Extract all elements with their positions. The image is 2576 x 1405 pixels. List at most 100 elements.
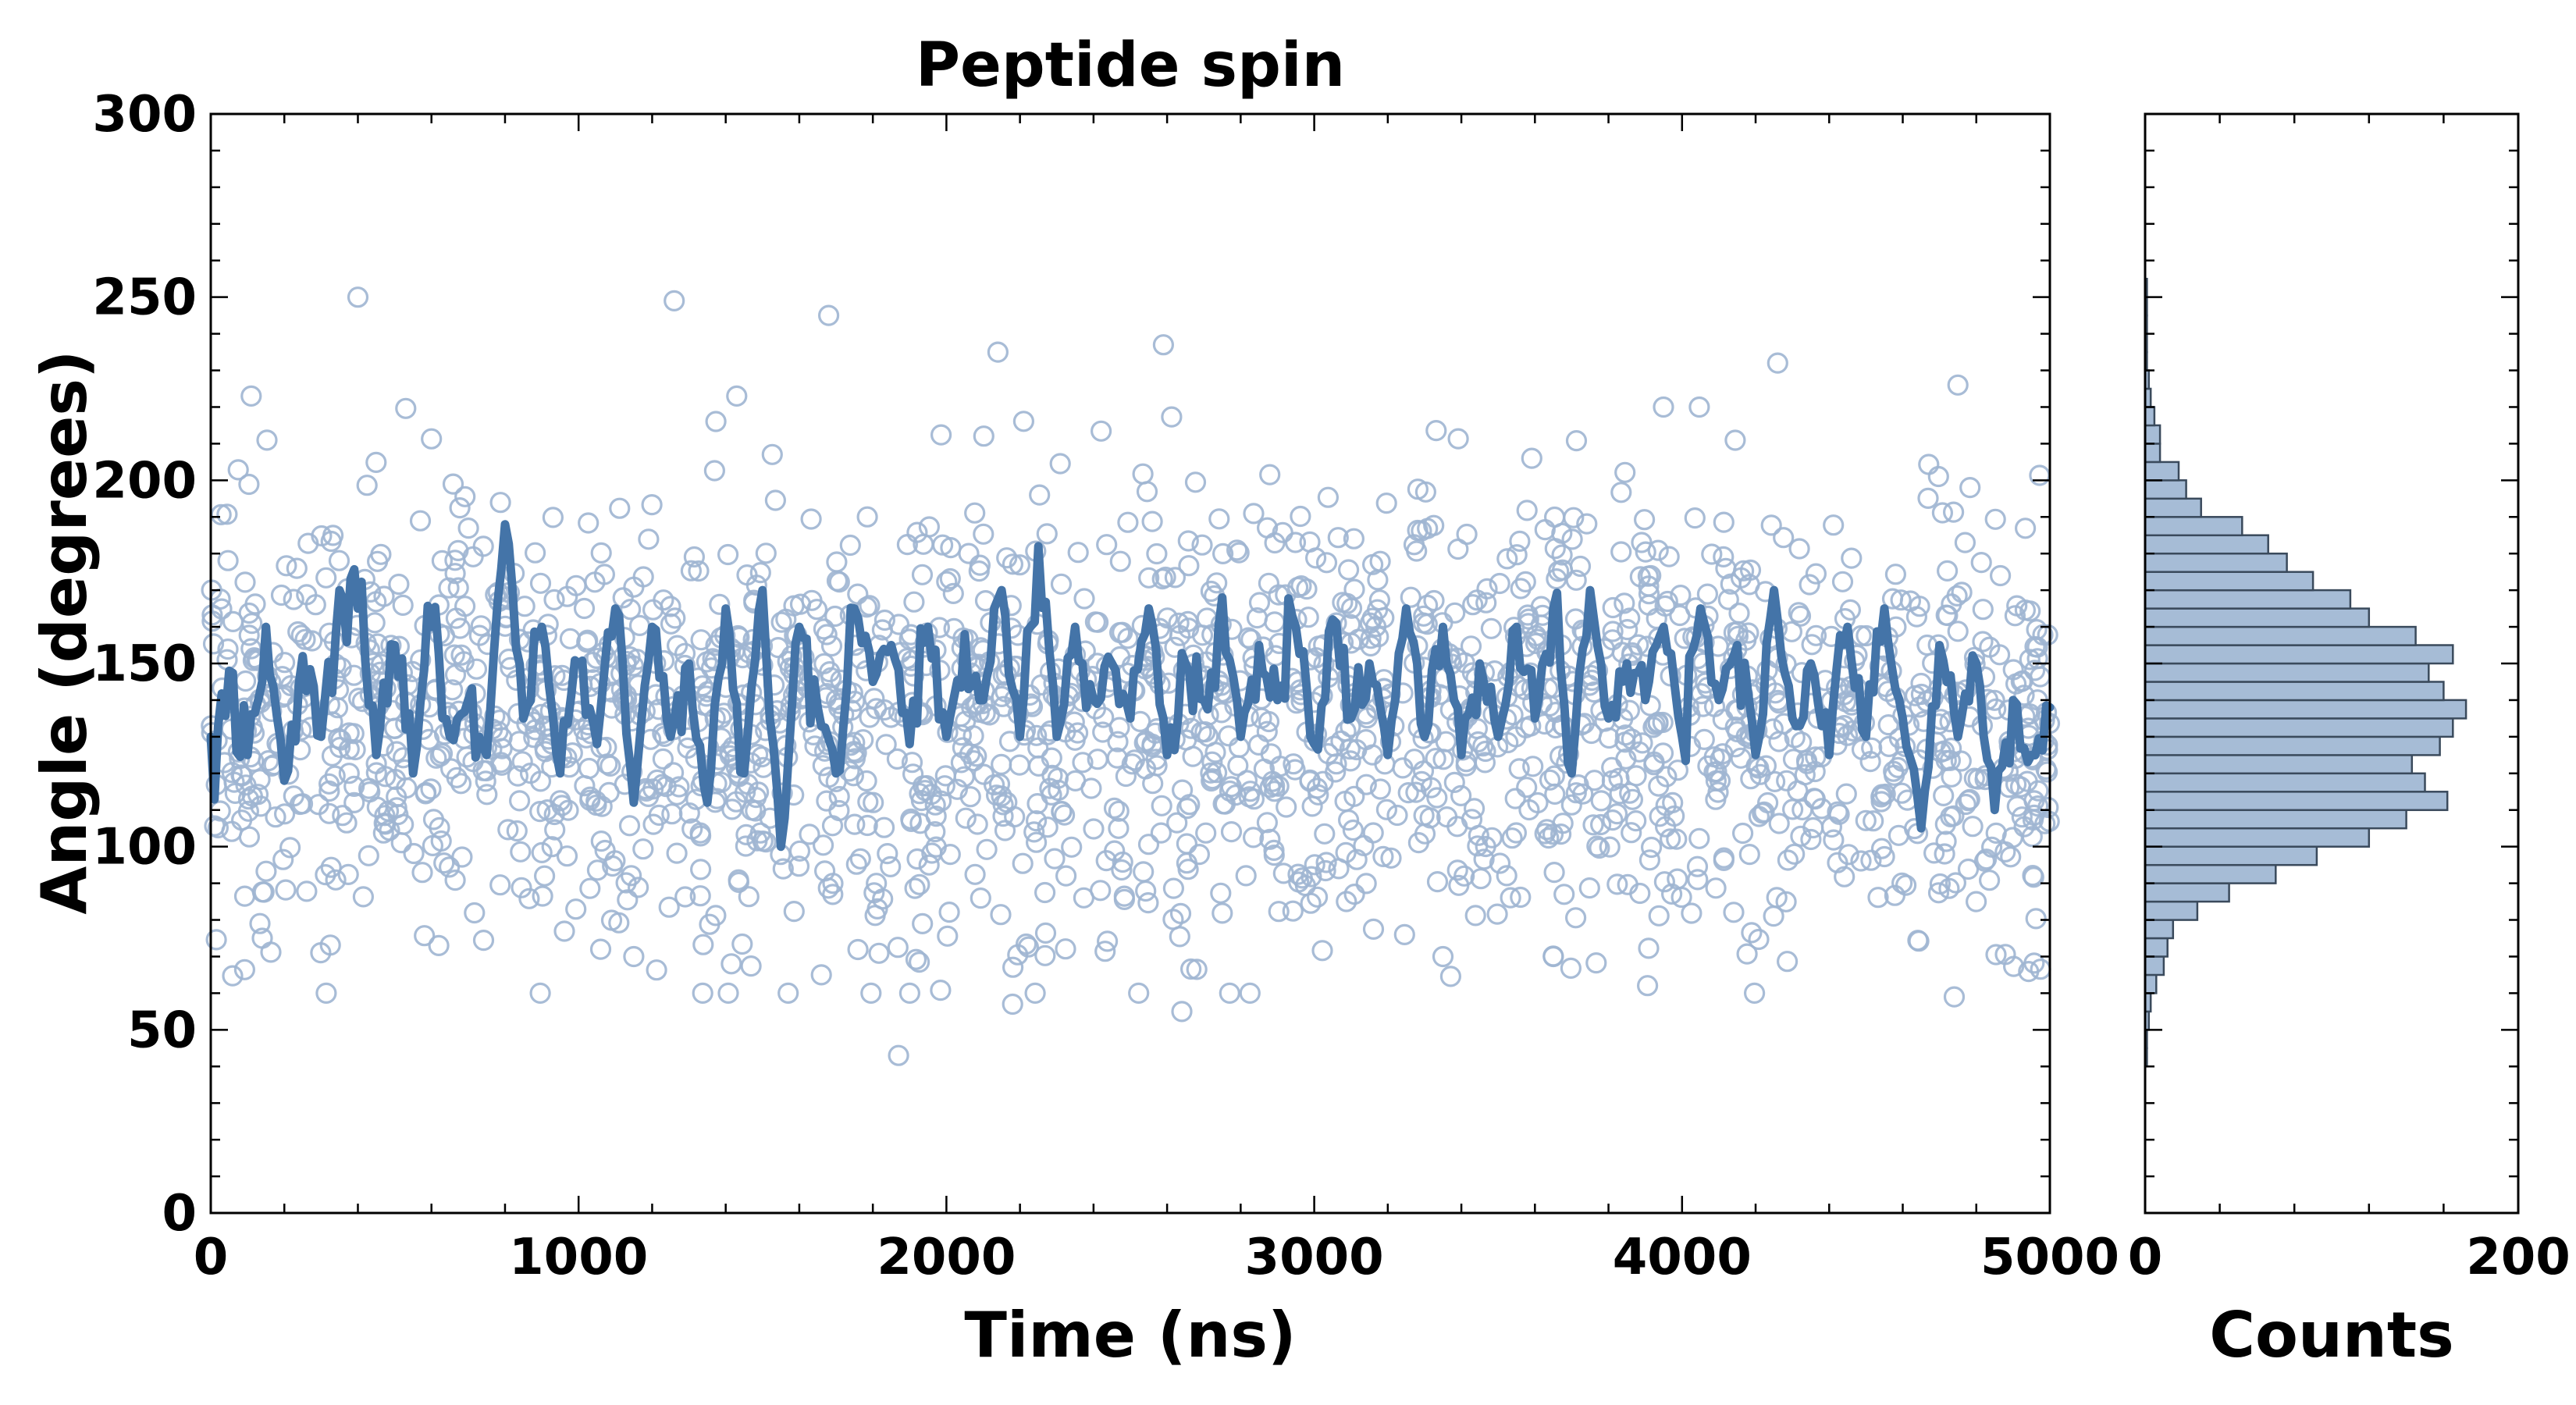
scatter-point	[472, 759, 494, 781]
scatter-point	[1582, 814, 1604, 836]
scatter-point	[1763, 905, 1784, 927]
scatter-point	[1317, 486, 1340, 508]
scatter-point	[1794, 763, 1816, 786]
scatter-point	[617, 889, 639, 911]
histogram-bar	[2144, 516, 2243, 537]
scatter-point	[1034, 881, 1056, 904]
scatter-point	[1340, 750, 1361, 772]
scatter-point	[1055, 865, 1077, 887]
scatter-point	[1112, 621, 1133, 643]
scatter-point	[1510, 886, 1532, 909]
scatter-point	[518, 887, 540, 909]
scatter-point	[1094, 941, 1116, 962]
scatter-point	[1297, 606, 1319, 628]
scatter-point	[1073, 887, 1095, 909]
scatter-point	[683, 546, 706, 568]
scatter-point	[1935, 749, 1957, 772]
scatter-point	[594, 839, 616, 862]
scatter-point	[1962, 816, 1984, 838]
scatter-point	[542, 507, 564, 528]
scatter-point	[1784, 843, 1806, 865]
histogram-bar	[2144, 406, 2156, 427]
smoothed-series	[206, 520, 2055, 852]
scatter-point	[1025, 809, 1048, 832]
scatter-point	[1462, 594, 1484, 616]
scatter-point	[902, 763, 924, 785]
scatter-point	[1767, 352, 1788, 374]
scatter-point	[662, 762, 685, 784]
scatter-point	[1256, 517, 1279, 539]
scatter-point	[1614, 592, 1635, 614]
scatter-point	[358, 845, 379, 866]
scatter-point	[991, 753, 1012, 776]
scatter-point	[880, 706, 902, 728]
scatter-point	[590, 542, 612, 564]
scatter-point	[1884, 764, 1905, 786]
scatter-point	[987, 341, 1009, 363]
scatter-point	[1343, 528, 1365, 550]
scatter-point	[1109, 550, 1131, 572]
scatter-point	[1544, 538, 1566, 560]
scatter-point	[1984, 508, 2006, 530]
histogram-bar	[2144, 973, 2158, 994]
scatter-point	[1957, 858, 1980, 880]
scatter-point	[689, 885, 711, 907]
scatter-point	[1115, 765, 1137, 788]
scatter-point	[900, 810, 923, 833]
scatter-point	[1514, 571, 1536, 593]
scatter-point	[1943, 805, 1965, 827]
scatter-point	[1504, 788, 1526, 809]
y-tick-label: 150	[92, 635, 197, 693]
scatter-point	[1542, 945, 1564, 968]
scatter-point	[1220, 776, 1242, 798]
scatter-point	[533, 865, 556, 887]
scatter-point	[1635, 541, 1656, 563]
scatter-point	[2037, 624, 2058, 646]
scatter-point	[1256, 812, 1279, 834]
scatter-point	[1096, 930, 1119, 952]
scatter-point	[994, 820, 1016, 841]
scatter-point	[1935, 831, 1957, 852]
scatter-point	[1264, 781, 1286, 802]
scatter-point	[1621, 642, 1643, 663]
scatter-point	[1590, 790, 1612, 812]
scatter-point	[557, 799, 579, 821]
scatter-point	[1360, 628, 1382, 649]
scatter-point	[992, 805, 1014, 827]
scatter-point	[1918, 454, 1940, 475]
scatter-point	[1534, 518, 1556, 541]
scatter-point	[1168, 612, 1190, 634]
scatter-point	[1315, 859, 1336, 882]
scatter-point	[973, 523, 994, 545]
scatter-point	[286, 557, 308, 579]
scatter-point	[1287, 863, 1309, 885]
scatter-point	[1009, 554, 1031, 576]
scatter-point	[2013, 685, 2035, 706]
smoothed-line	[206, 520, 2055, 852]
scatter-point	[1653, 871, 1675, 893]
scatter-point	[880, 855, 902, 878]
scatter-point	[1517, 608, 1539, 630]
scatter-point	[1315, 852, 1337, 873]
scatter-point	[844, 813, 866, 835]
scatter-point	[1947, 621, 1969, 642]
scatter-point	[343, 791, 365, 814]
scatter-point	[1834, 866, 1856, 887]
y-axis-label: Angle (degrees)	[28, 350, 101, 914]
scatter-point	[1299, 769, 1321, 791]
scatter-point	[253, 881, 275, 903]
scatter-point	[1276, 796, 1297, 818]
scatter-point	[1337, 559, 1360, 581]
scatter-point	[1617, 618, 1638, 641]
scatter-point	[510, 841, 532, 863]
scatter-point	[238, 602, 260, 624]
hist-x-tick-label: 200	[2466, 1229, 2571, 1286]
scatter-point	[950, 752, 973, 774]
scatter-point	[1128, 982, 1150, 1005]
scatter-point	[868, 942, 890, 964]
scatter-point	[1985, 698, 2007, 720]
scatter-point	[1799, 574, 1820, 596]
scatter-point	[1002, 993, 1023, 1016]
scatter-point	[422, 834, 444, 857]
scatter-point	[1855, 809, 1877, 831]
